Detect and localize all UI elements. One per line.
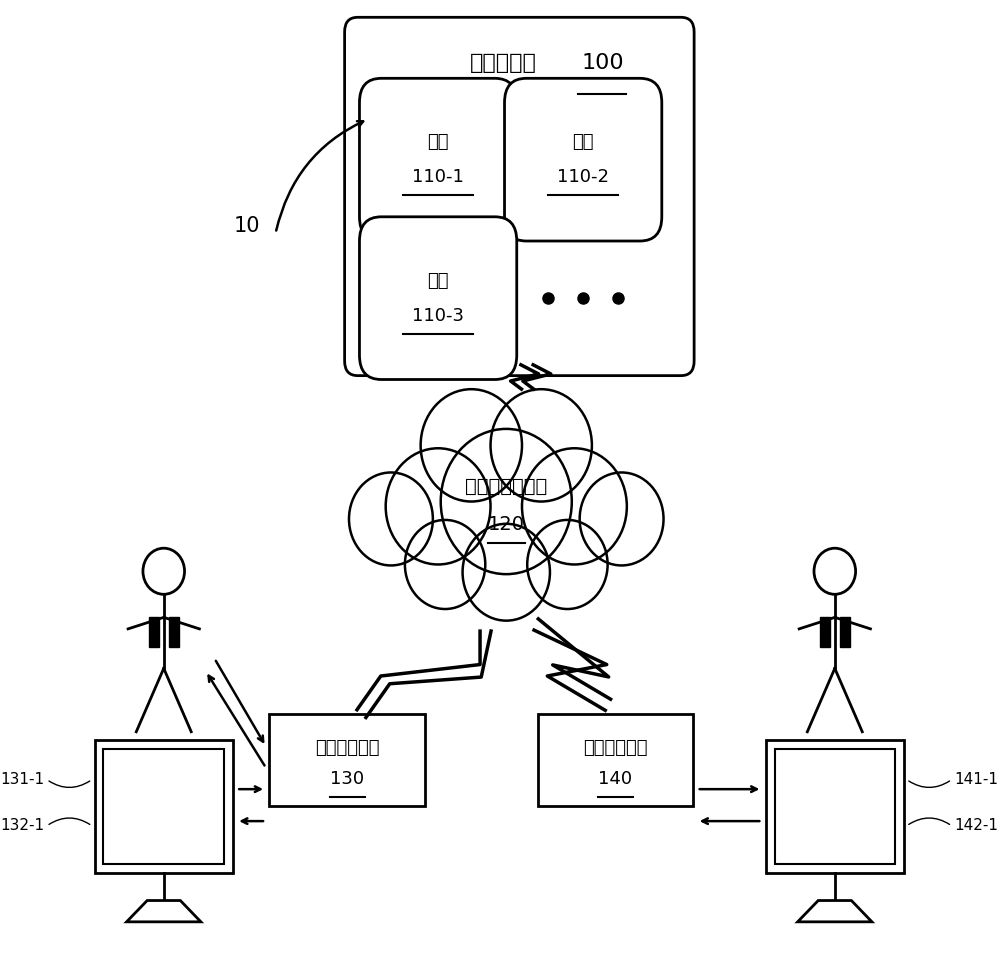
Circle shape [491,390,592,502]
Text: 10: 10 [233,215,260,236]
Text: 节点: 节点 [427,272,449,289]
FancyBboxPatch shape [359,78,517,241]
Text: 区块链管理平台: 区块链管理平台 [465,476,547,496]
Polygon shape [127,901,201,921]
Bar [95,740,233,874]
Text: 节点: 节点 [427,133,449,151]
FancyBboxPatch shape [345,18,694,376]
Circle shape [405,520,485,609]
Text: 142-1: 142-1 [955,818,999,834]
Text: 100: 100 [581,54,624,73]
Bar [149,618,159,647]
Bar [538,714,693,806]
Text: 110-2: 110-2 [557,169,609,186]
Bar [766,740,904,874]
Circle shape [421,390,522,502]
Text: 宺物登记系统: 宺物登记系统 [315,738,379,757]
Bar [169,618,179,647]
Text: 140: 140 [598,770,633,789]
Circle shape [441,429,572,574]
Bar [103,749,224,864]
Polygon shape [798,901,872,921]
FancyBboxPatch shape [359,217,517,380]
Circle shape [349,472,433,566]
Text: 132-1: 132-1 [0,818,44,834]
Text: 节点: 节点 [572,133,594,151]
Circle shape [463,524,550,620]
FancyBboxPatch shape [505,78,662,241]
Bar [820,618,830,647]
Text: 110-1: 110-1 [412,169,464,186]
Circle shape [527,520,608,609]
Bar [775,749,895,864]
Text: 110-3: 110-3 [412,307,464,324]
Circle shape [580,472,664,566]
Circle shape [522,448,627,565]
Circle shape [386,448,491,565]
Text: 141-1: 141-1 [955,772,999,787]
Text: 120: 120 [488,515,525,535]
Text: 131-1: 131-1 [0,772,44,787]
Text: 宺物商城系统: 宺物商城系统 [583,738,648,757]
Bar [840,618,850,647]
Text: 区块链网络: 区块链网络 [470,54,537,73]
Text: 130: 130 [330,770,364,789]
Bar [269,714,425,806]
